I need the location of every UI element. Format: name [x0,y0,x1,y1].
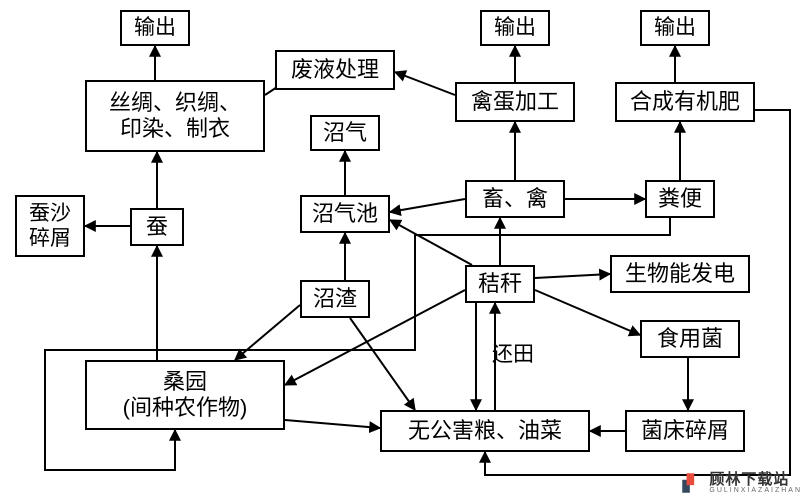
edge-residue-mulb [235,305,300,360]
node-eggp: 禽蛋加工 [455,82,575,122]
node-crops: 无公害粮、油菜 [380,410,590,452]
node-waste: 废液处理 [275,50,395,90]
edge-straw-pool [390,220,472,265]
node-debris: 蚕沙 碎屑 [15,195,85,257]
edge-straw-bioelec [535,274,610,278]
node-animal: 畜、禽 [465,180,565,218]
edge-straw-mush [535,290,640,335]
node-biogas: 沼气 [310,115,380,151]
watermark-cn: 顾林下载站 [709,472,802,487]
node-silkworm: 蚕 [130,208,184,246]
node-pool: 沼气池 [300,195,390,233]
node-out1: 输出 [120,10,190,46]
node-residue: 沼渣 [300,280,370,318]
node-out3: 输出 [640,10,710,46]
watermark-en: GULINXIAZAIZHAN [709,487,802,494]
node-mushbed: 菌床碎屑 [625,410,745,452]
node-manure: 粪便 [645,180,715,218]
node-bioelec: 生物能发电 [610,255,750,293]
label-return: 还田 [492,342,534,367]
watermark: 顾林下载站 GULINXIAZAIZHAN [679,470,802,496]
edge-mulb-crops [285,420,380,428]
edge-animal-pool [390,199,465,212]
node-orgf: 合成有机肥 [615,82,755,122]
node-out2: 输出 [480,10,550,46]
node-silk: 丝绸、织绸、 印染、制衣 [85,80,265,152]
logo-icon [679,470,705,496]
node-mulb: 桑园 (间种农作物) [85,360,285,430]
node-straw: 秸秆 [465,265,535,303]
node-mush: 食用菌 [640,320,740,358]
edge-residue-crops [350,318,415,410]
edge-eggp-waste [395,72,455,95]
